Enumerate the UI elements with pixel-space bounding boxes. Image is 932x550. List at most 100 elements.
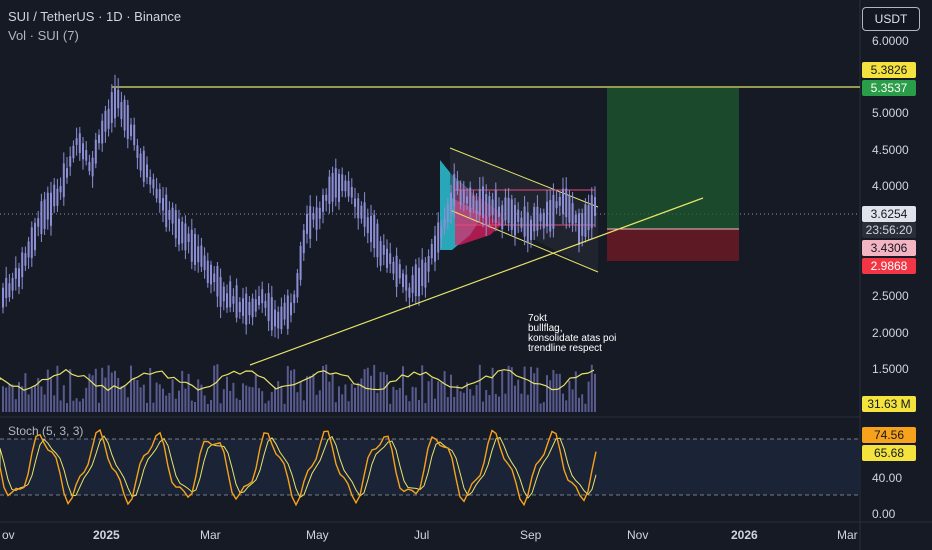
candle (277, 311, 280, 329)
candle (450, 192, 452, 213)
candle (350, 187, 353, 198)
volume-bar (206, 403, 209, 412)
price-tick: 5.0000 (872, 106, 909, 120)
volume-bar (14, 399, 17, 412)
volume-bar (395, 389, 398, 412)
candle (379, 241, 382, 266)
volume-bar (379, 372, 382, 412)
candle (149, 176, 152, 185)
volume-bar (594, 373, 596, 412)
countdown-tag: 23:56:20 (862, 222, 916, 238)
candle (78, 133, 81, 154)
candle (194, 234, 196, 265)
candle (139, 153, 142, 171)
candle (344, 180, 347, 192)
candle (242, 298, 244, 316)
candle (261, 289, 264, 304)
volume-bar (120, 386, 123, 412)
candle (443, 218, 446, 228)
candle (504, 197, 507, 221)
volume-bar (590, 364, 593, 412)
volume-bar (405, 395, 408, 412)
chart-annotation[interactable]: 7okt bullflag, konsolidate atas poi tren… (528, 314, 616, 354)
candle (514, 205, 516, 236)
candle (59, 186, 62, 193)
volume-bar (302, 400, 305, 412)
candle (466, 196, 468, 204)
candle (213, 273, 216, 283)
candle (562, 188, 564, 215)
price-tick: 4.0000 (872, 179, 909, 193)
volume-bar (571, 389, 574, 412)
volume-bar (546, 375, 548, 412)
volume-bar (200, 384, 203, 412)
volume-bar (402, 366, 404, 412)
candle (539, 213, 542, 222)
volume-bar (421, 365, 424, 412)
volume-bar (274, 387, 276, 412)
volume-bar (18, 381, 20, 412)
volume-bar (34, 385, 36, 412)
volume-bar (360, 378, 363, 412)
volume-bar (430, 378, 433, 412)
volume-bar (370, 375, 372, 412)
candle (197, 246, 200, 263)
volume-bar (91, 375, 94, 412)
volume-bar (446, 397, 449, 412)
price-tick: 6.0000 (872, 34, 909, 48)
support-trendline (249, 197, 704, 366)
volume-bar (50, 378, 52, 412)
candle (206, 260, 209, 284)
time-tick: Mar (837, 528, 858, 542)
candle (200, 245, 203, 267)
candle (146, 164, 148, 178)
candle (299, 245, 302, 280)
volume-bar (568, 380, 571, 412)
candle (190, 229, 193, 262)
volume-bar (62, 385, 65, 412)
stoch-indicator-label: Stoch (5, 3, 3) (8, 424, 84, 438)
volume-bar (40, 386, 43, 412)
volume-bar (296, 392, 299, 412)
volume-bar (398, 388, 401, 412)
volume-bar (94, 368, 97, 412)
candle (104, 110, 107, 132)
candle (254, 299, 257, 312)
volume-bar (376, 392, 379, 412)
volume-bar (322, 366, 324, 412)
volume-bar (299, 381, 302, 412)
candle (302, 230, 305, 254)
volume-bar (344, 384, 347, 412)
volume-bar (2, 386, 4, 412)
candle (158, 189, 161, 203)
candle (357, 198, 360, 219)
candle (558, 196, 561, 206)
candle (360, 205, 363, 219)
price-tick: 2.0000 (872, 326, 909, 340)
candle (82, 143, 84, 160)
currency-button[interactable]: USDT (862, 7, 920, 31)
volume-bar (363, 369, 366, 412)
volume-bar (190, 400, 193, 412)
candle (133, 124, 136, 146)
candle (571, 203, 574, 225)
candle (434, 235, 436, 262)
volume-bar (104, 377, 107, 412)
candle (50, 192, 52, 226)
volume-bar (267, 400, 270, 412)
candle (542, 212, 545, 229)
volume-bar (78, 401, 81, 412)
candle (290, 302, 292, 316)
volume-bar (562, 393, 564, 412)
candle (568, 195, 571, 223)
volume-bar (251, 387, 254, 412)
candle (293, 294, 296, 304)
volume-bar (306, 376, 308, 412)
volume-bar (366, 367, 369, 412)
candle (46, 192, 49, 220)
volume-bar (526, 394, 529, 412)
candle (549, 200, 552, 232)
candle (219, 277, 222, 307)
volume-bar (184, 388, 187, 412)
